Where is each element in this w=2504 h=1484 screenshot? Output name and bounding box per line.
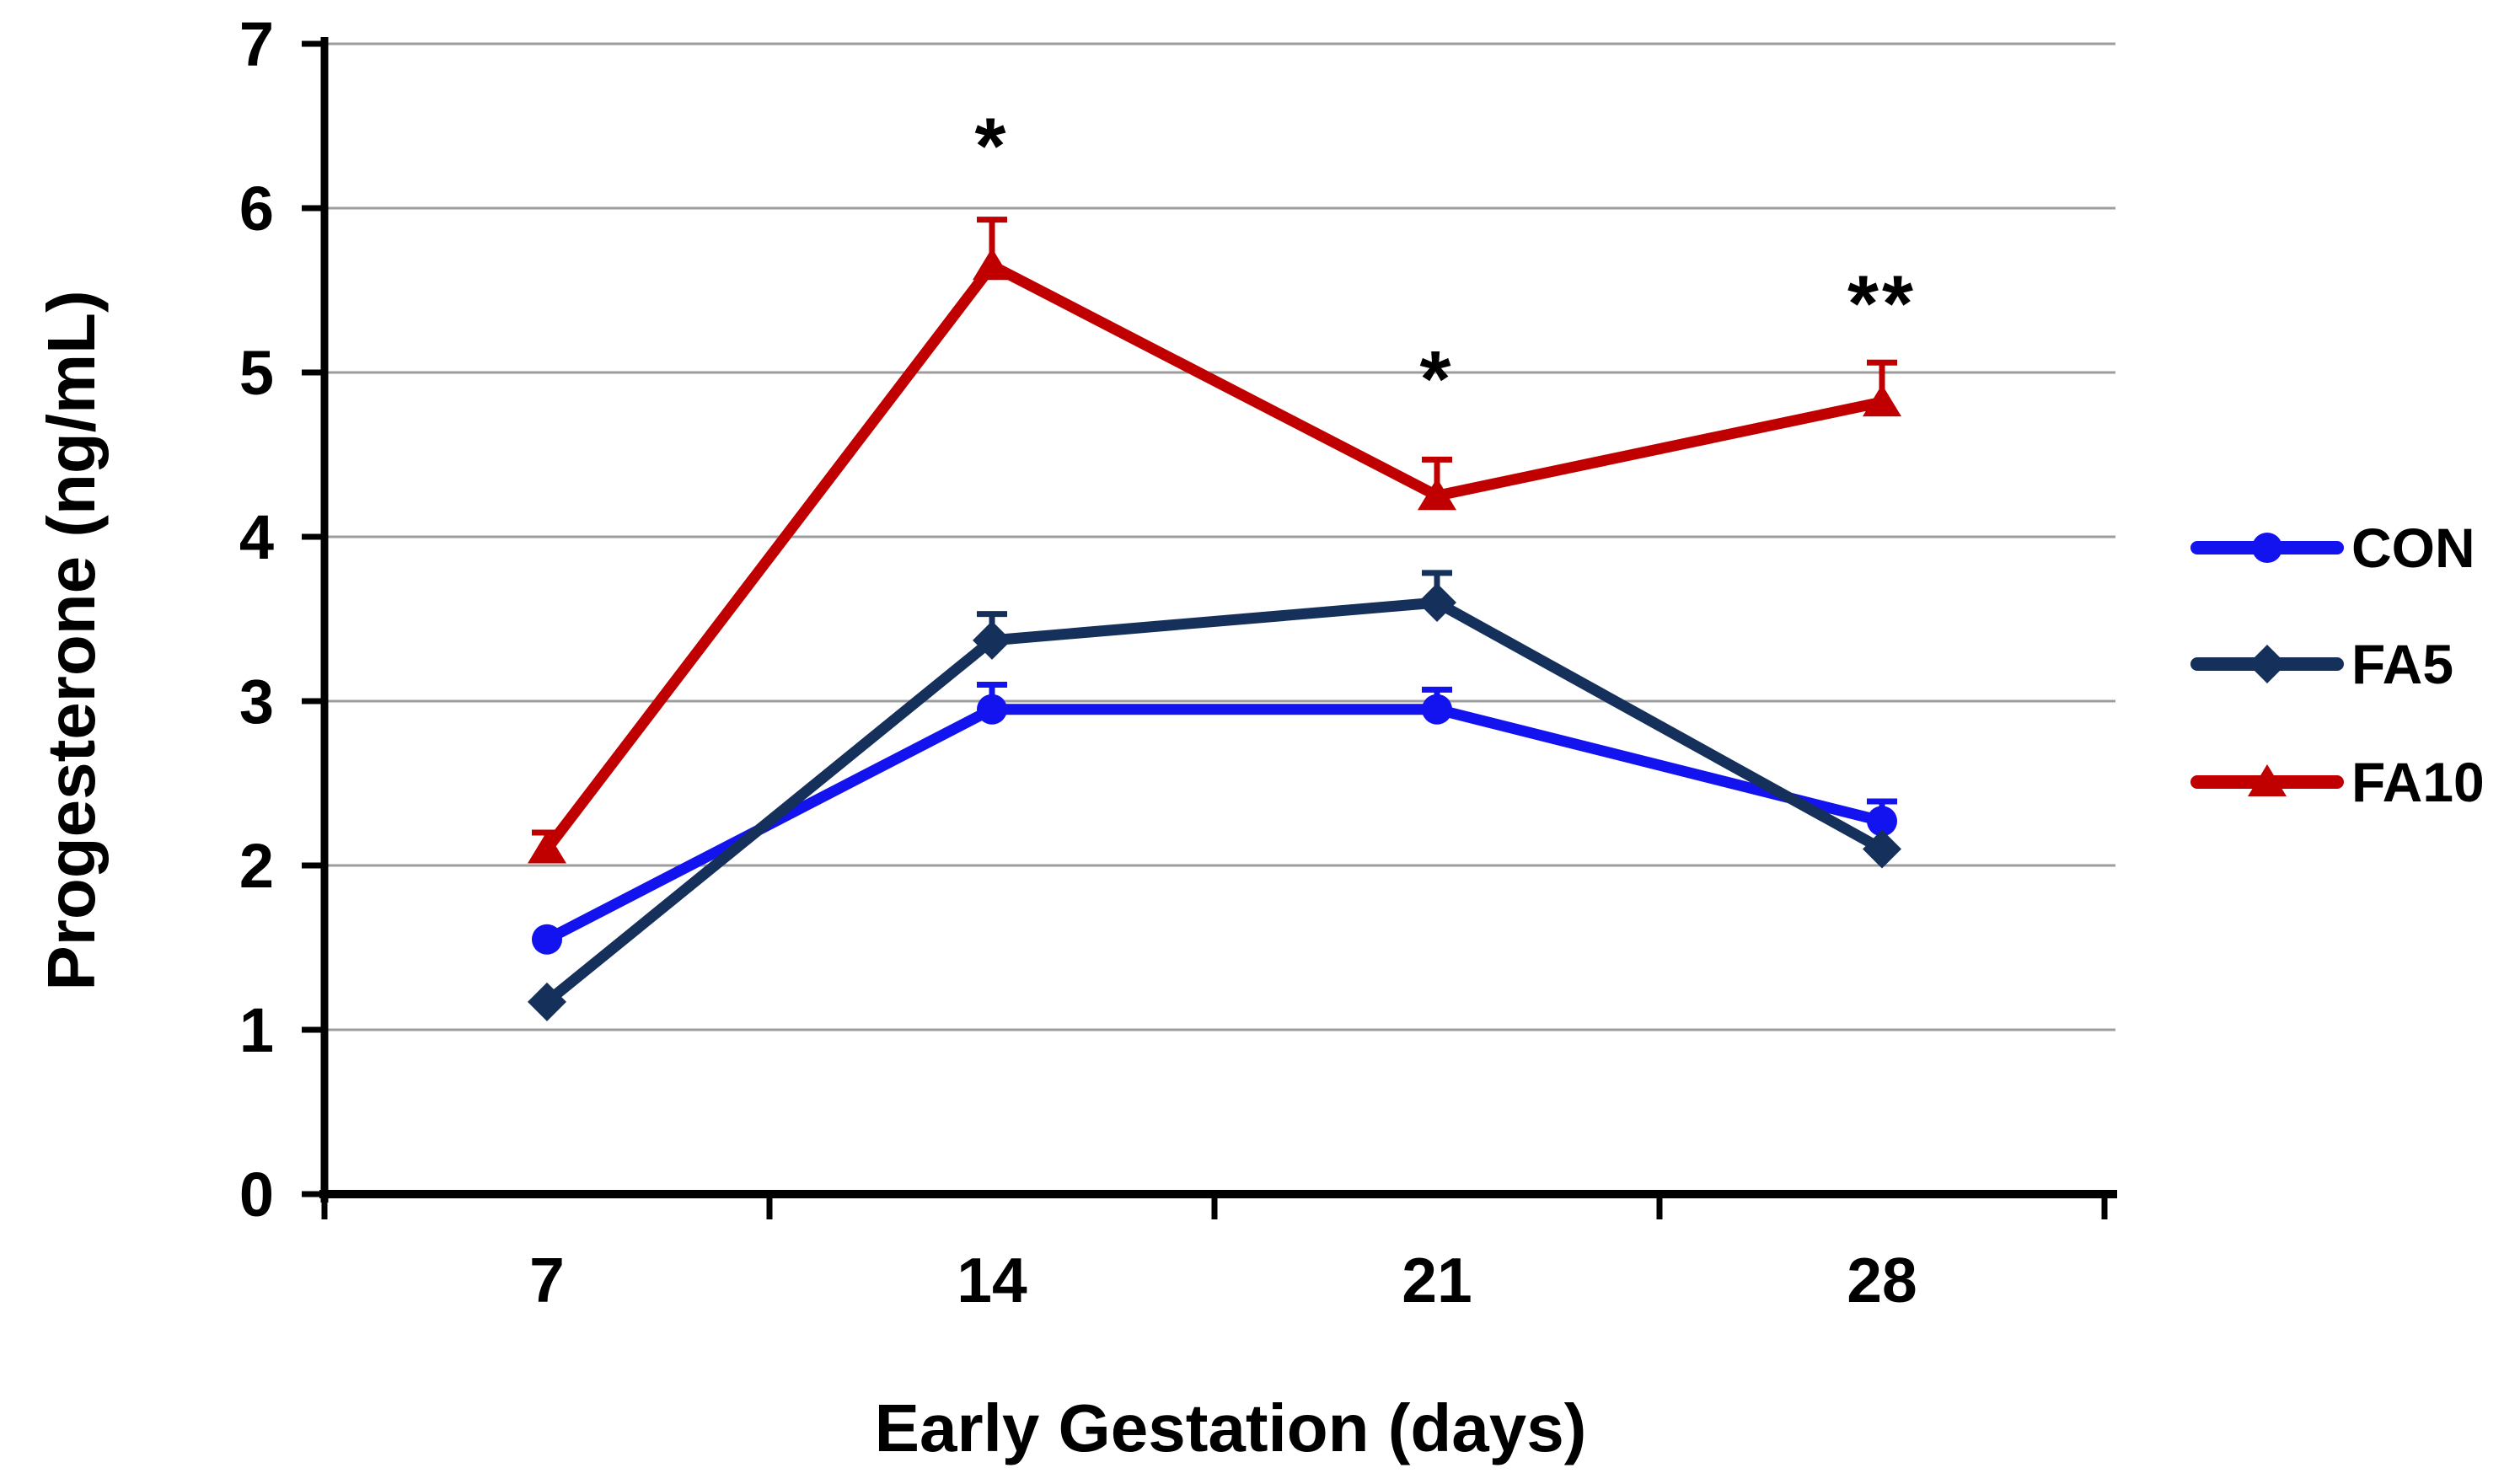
legend-label-con: CON (2351, 517, 2475, 579)
y-tick-label-4: 4 (239, 502, 274, 572)
x-tick-label-7: 7 (529, 1245, 565, 1315)
legend-label-fa5: FA5 (2351, 633, 2453, 695)
series-marker-CON-7 (532, 924, 562, 955)
x-tick-label-28: 28 (1847, 1245, 1917, 1315)
y-tick-label-2: 2 (239, 831, 274, 901)
series-marker-FA5-7 (528, 982, 566, 1021)
y-tick-label-0: 0 (239, 1160, 274, 1230)
legend-item-fa5: FA5 (2190, 633, 2453, 695)
x-tick-label-14: 14 (957, 1245, 1027, 1315)
legend: CON FA5 FA10 (2190, 517, 2485, 813)
series-FA5 (528, 570, 1901, 1021)
significance-marker-1: * (975, 101, 1010, 190)
legend-marker-FA5 (2248, 645, 2287, 683)
y-tick-label-7: 7 (239, 9, 274, 79)
series-line-FA10 (541, 260, 1888, 855)
series-marker-FA10-7 (528, 831, 566, 864)
series-marker-FA5-14 (973, 620, 1011, 660)
legend-swatch-con-line-circle (2190, 533, 2344, 563)
series-line-FA5 (541, 597, 1888, 1008)
legend-label-fa10: FA10 (2351, 751, 2485, 813)
legend-item-fa10: FA10 (2190, 751, 2485, 813)
significance-marker-2: * (1420, 335, 1455, 424)
axes-layer: 0 1 2 3 4 5 6 7 7 14 21 28 (239, 9, 2117, 1315)
series-CON (532, 682, 1897, 955)
x-axis-title: Early Gestation (days) (875, 1390, 1587, 1465)
series-FA10 (528, 217, 1901, 864)
series-marker-FA10-14 (973, 248, 1011, 281)
annotations-layer: **** (975, 101, 1917, 424)
legend-marker-FA10 (2248, 764, 2287, 796)
y-tick-label-5: 5 (239, 338, 274, 408)
series-marker-FA10-21 (1418, 478, 1456, 511)
legend-swatch-fa10-line-triangle (2190, 764, 2344, 796)
series-layer (528, 217, 1901, 1021)
y-axis-title: Progesterone (ng/mL) (34, 290, 109, 990)
y-tick-label-1: 1 (239, 995, 274, 1065)
series-marker-FA10-28 (1863, 384, 1901, 417)
legend-swatch-fa5-line-diamond (2190, 645, 2344, 683)
series-marker-FA5-21 (1418, 583, 1456, 622)
series-marker-CON-28 (1867, 806, 1897, 837)
significance-marker-3: ** (1847, 259, 1917, 348)
series-marker-CON-21 (1422, 694, 1452, 725)
series-marker-FA5-28 (1863, 829, 1901, 869)
gridlines-layer (324, 42, 2115, 1031)
y-tick-label-6: 6 (239, 174, 274, 244)
legend-marker-CON (2252, 533, 2282, 563)
legend-item-con: CON (2190, 517, 2475, 579)
y-tick-label-3: 3 (239, 667, 274, 737)
x-tick-label-21: 21 (1402, 1245, 1472, 1315)
series-marker-CON-14 (977, 694, 1007, 725)
